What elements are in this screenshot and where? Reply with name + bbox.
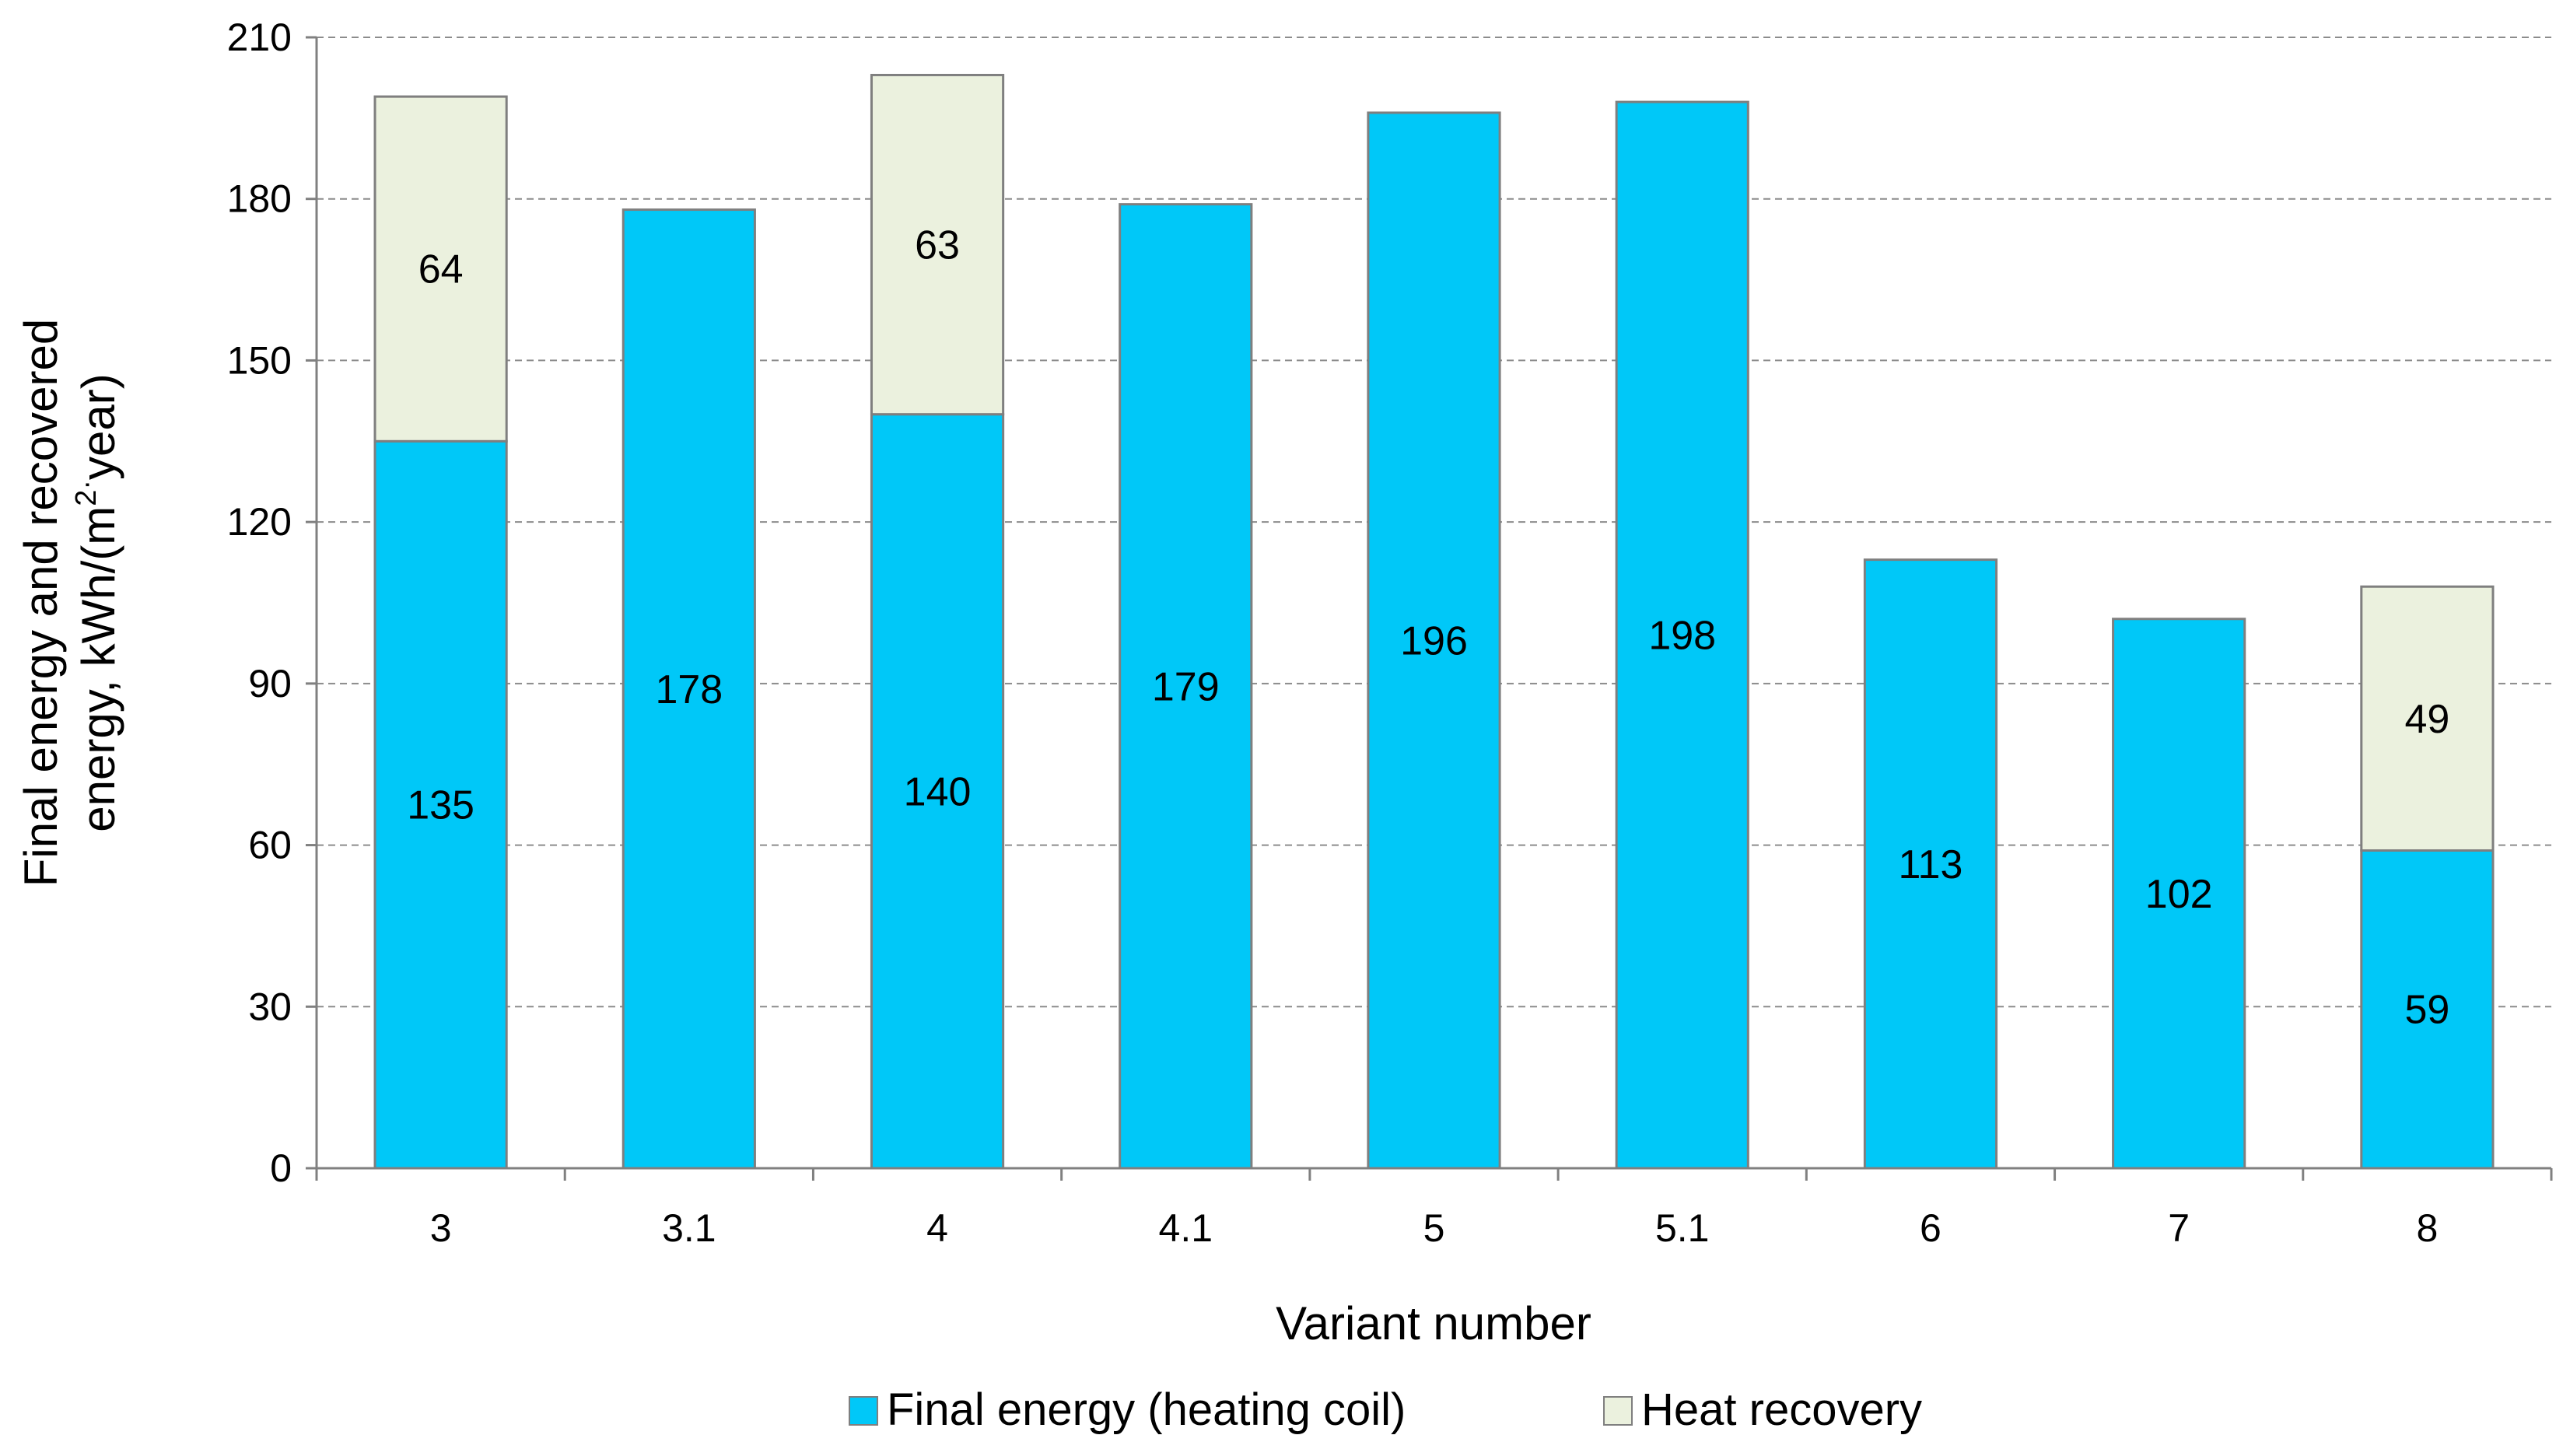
bar-3.1-final-energy bbox=[621, 208, 756, 1170]
x-tick-label-5.1: 5.1 bbox=[1655, 1206, 1710, 1250]
y-tick-label-210: 210 bbox=[227, 16, 292, 59]
legend-label-heat-recovery: Heat recovery bbox=[1641, 1384, 1922, 1435]
legend-swatch-heat-recovery bbox=[1603, 1396, 1633, 1426]
legend: Final energy (heating coil) Heat recover… bbox=[849, 1384, 1922, 1435]
y-axis-title: Final energy and recovered energy, kWh/(… bbox=[15, 319, 124, 887]
y-axis-title-sup: 2 bbox=[70, 490, 103, 506]
x-tick-label-8: 8 bbox=[2416, 1206, 2438, 1250]
bars bbox=[373, 73, 2495, 1170]
axes bbox=[306, 36, 2553, 1181]
bar-8-final-energy bbox=[2360, 849, 2495, 1170]
data-labels: 135 64 178 140 63 179 196 198 113 102 59 49 bbox=[407, 223, 2449, 1033]
bar-5.1-final-energy bbox=[1615, 100, 1749, 1170]
data-label-4-final-energy: 140 bbox=[904, 769, 972, 814]
bar-4-final-energy bbox=[870, 413, 1005, 1170]
y-tick-label-0: 0 bbox=[270, 1146, 292, 1190]
data-label-8-heat-recovery: 49 bbox=[2404, 697, 2449, 742]
data-label-3.1-final-energy: 178 bbox=[655, 667, 723, 712]
x-tick-label-6: 6 bbox=[1920, 1206, 1942, 1250]
legend-swatch-final-energy bbox=[849, 1396, 878, 1426]
data-label-3-heat-recovery: 64 bbox=[418, 247, 464, 292]
x-tick-label-3.1: 3.1 bbox=[662, 1206, 716, 1250]
x-tick-label-4.1: 4.1 bbox=[1159, 1206, 1213, 1250]
y-axis-title-prefix: energy, kWh/(m bbox=[72, 506, 124, 832]
y-tick-label-180: 180 bbox=[227, 177, 292, 221]
y-axis-title-line1: Final energy and recovered bbox=[15, 319, 67, 887]
y-tick-label-30: 30 bbox=[248, 985, 292, 1028]
x-tick-labels: 3 3.1 4 4.1 5 5.1 6 7 8 bbox=[430, 1206, 2439, 1250]
x-tick-label-7: 7 bbox=[2168, 1206, 2190, 1250]
y-tick-labels: 0 30 60 90 120 150 180 210 bbox=[227, 16, 292, 1190]
bar-8-heat-recovery bbox=[2360, 585, 2495, 852]
y-tick-label-60: 60 bbox=[248, 824, 292, 867]
bar-4.1-final-energy bbox=[1119, 203, 1253, 1170]
x-axis-title: Variant number bbox=[1276, 1297, 1591, 1349]
y-axis-title-dot: · bbox=[70, 480, 103, 490]
y-axis-title-line2: energy, kWh/(m2·year) bbox=[70, 373, 124, 831]
data-label-3-final-energy: 135 bbox=[407, 783, 474, 828]
y-tick-label-150: 150 bbox=[227, 338, 292, 382]
y-axis-title-suffix: year) bbox=[72, 373, 124, 480]
y-tick-label-120: 120 bbox=[227, 500, 292, 544]
bar-4-heat-recovery bbox=[870, 73, 1005, 416]
x-tick-label-3: 3 bbox=[430, 1206, 452, 1250]
data-label-4-heat-recovery: 63 bbox=[915, 223, 960, 268]
bar-3-heat-recovery bbox=[373, 95, 508, 443]
data-label-7-final-energy: 102 bbox=[2145, 872, 2213, 917]
x-tick-label-4: 4 bbox=[926, 1206, 948, 1250]
data-label-4.1-final-energy: 179 bbox=[1152, 664, 1220, 709]
y-tick-label-90: 90 bbox=[248, 662, 292, 705]
data-label-5.1-final-energy: 198 bbox=[1648, 614, 1716, 659]
data-label-8-final-energy: 59 bbox=[2404, 988, 2449, 1033]
bar-3-final-energy bbox=[373, 439, 508, 1170]
data-label-5-final-energy: 196 bbox=[1400, 618, 1468, 663]
bar-7-final-energy bbox=[2112, 618, 2246, 1170]
data-label-6-final-energy: 113 bbox=[1898, 842, 1963, 887]
legend-label-final-energy: Final energy (heating coil) bbox=[887, 1384, 1406, 1435]
x-tick-label-5: 5 bbox=[1423, 1206, 1445, 1250]
